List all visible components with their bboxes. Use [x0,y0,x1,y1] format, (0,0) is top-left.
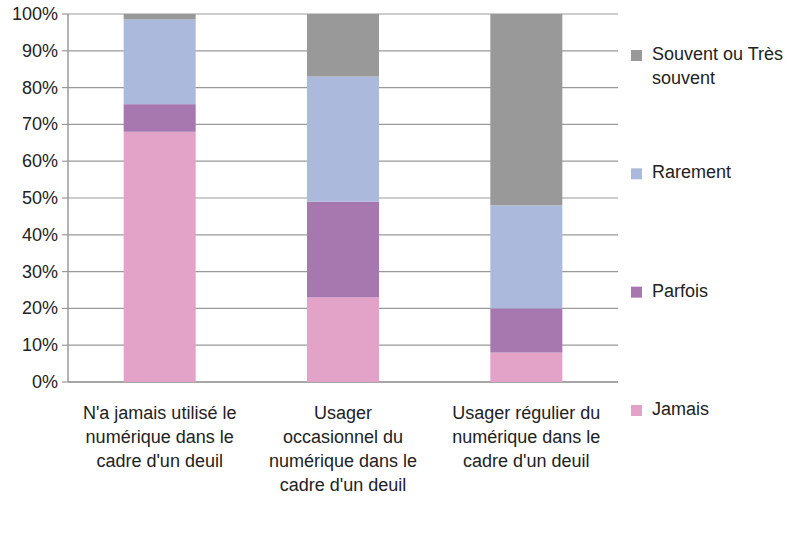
tick-mark [62,124,68,125]
y-axis [67,14,69,382]
category-label-line: numérique dans le [86,427,234,447]
bar-segment [490,205,562,308]
bar-segment [307,202,379,298]
tick-mark [62,161,68,162]
tick-mark [62,345,68,346]
tick-mark [62,308,68,309]
tick-label: 80% [22,78,58,98]
tick-label: 40% [22,225,58,245]
bar-segment [124,104,196,132]
legend-label: Souvent ou Très souvent [652,44,783,88]
tick-label: 60% [22,151,58,171]
bar-segment [490,308,562,352]
tick-mark [62,13,68,14]
tick-mark [62,197,68,198]
bars [124,14,563,382]
legend-label: Rarement [652,162,731,182]
category-label-line: occasionnel du [283,427,403,447]
bar-segment [307,14,379,77]
legend-swatch [631,405,642,416]
legend-label: Jamais [652,399,709,419]
bar-segment [124,20,196,105]
category-label-line: numérique dans le [269,451,417,471]
legend-swatch [631,287,642,298]
tick-label: 30% [22,262,58,282]
category-label: N'a jamais utilisé le numérique dans le ca… [83,403,237,471]
bar-segment [307,77,379,202]
tick-label: 20% [22,298,58,318]
category-label-line: Usager régulier du [452,403,600,423]
legend-label-line: Rarement [652,162,731,182]
tick-mark [62,271,68,272]
bar-segment [124,132,196,382]
chart: 0% 10% 20% 30% 40% 50% 60% 70% 80% 90% 100% N'a jam… [0,0,800,546]
category-label-line: N'a jamais utilisé le [83,403,237,423]
legend-label-line: Jamais [652,399,709,419]
tick-mark [62,50,68,51]
bar-segment [490,14,562,205]
category-label-line: Usager [314,403,372,423]
category-label-line: numérique dans le [452,427,600,447]
legend-label-line: Parfois [652,281,708,301]
tick-label: 90% [22,41,58,61]
category-label: Usager occasionnel du numérique dans le cad… [269,403,417,495]
legend-swatch [631,50,642,61]
legend-label-line: Souvent ou Très [652,44,783,64]
legend-label: Parfois [652,281,708,301]
tick-mark [62,234,68,235]
legend-swatch [631,168,642,179]
tick-label: 10% [22,335,58,355]
tick-label: 70% [22,114,58,134]
bar-segment [307,297,379,382]
tick-label: 50% [22,188,58,208]
tick-label: 0% [32,372,58,392]
category-label: Usager régulier du numérique dans le cadre… [452,403,600,471]
tick-mark [62,87,68,88]
bar-segment [124,14,196,20]
legend-label-line: souvent [652,68,715,88]
category-label-line: cadre d'un deuil [280,475,407,495]
tick-label: 100% [12,4,58,24]
bar-segment [490,353,562,382]
category-label-line: cadre d'un deuil [463,451,590,471]
category-label-line: cadre d'un deuil [96,451,223,471]
tick-mark [62,381,68,382]
